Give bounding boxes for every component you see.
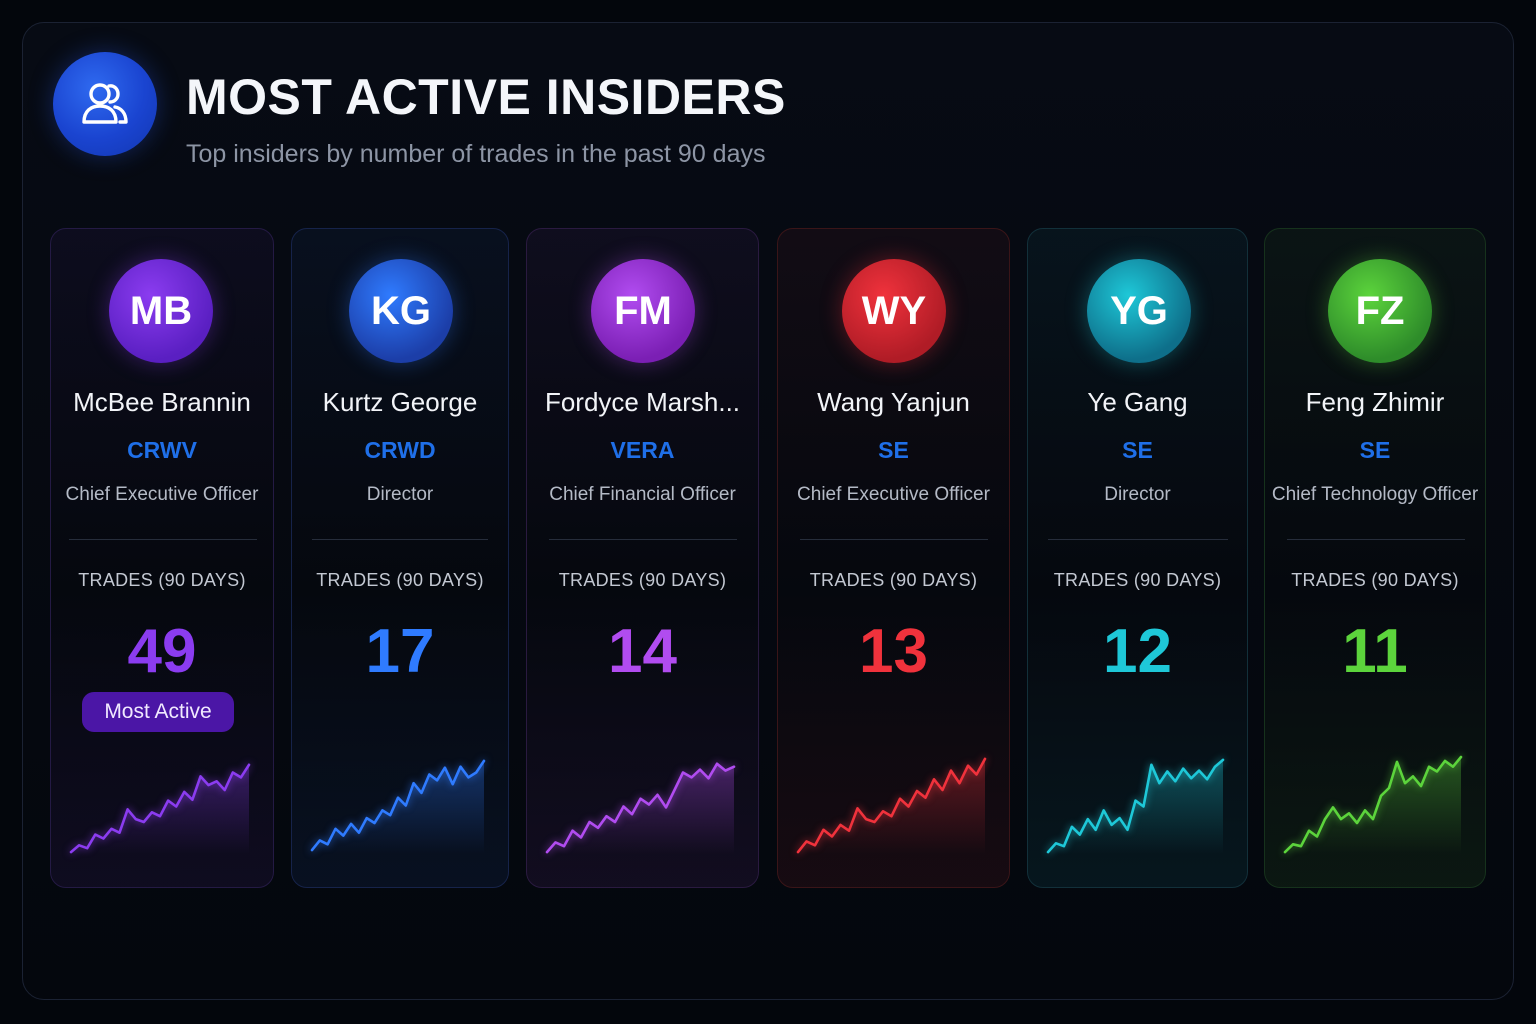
sparkline-area bbox=[547, 763, 734, 854]
insider-card[interactable]: WY Wang Yanjun SE Chief Executive Office… bbox=[777, 228, 1010, 888]
sparkline-line bbox=[69, 763, 251, 854]
insider-ticker[interactable]: CRWD bbox=[364, 437, 436, 463]
trades-count: 11 bbox=[1342, 617, 1408, 686]
sparkline-line bbox=[545, 762, 736, 854]
page-subtitle: Top insiders by number of trades in the … bbox=[186, 140, 766, 168]
insider-name: Feng Zhimir bbox=[1305, 387, 1445, 417]
insider-role: Chief Financial Officer bbox=[549, 484, 736, 505]
trades-label: TRADES (90 DAYS) bbox=[316, 570, 484, 590]
trades-label: TRADES (90 DAYS) bbox=[809, 570, 978, 590]
insider-ticker[interactable]: SE bbox=[1359, 437, 1391, 463]
avatar: WY bbox=[842, 259, 946, 363]
insider-name: Wang Yanjun bbox=[817, 387, 970, 417]
trades-label: TRADES (90 DAYS) bbox=[78, 570, 246, 590]
trend-sparkline bbox=[69, 763, 251, 854]
insider-role: Chief Technology Officer bbox=[1271, 484, 1479, 505]
divider bbox=[69, 539, 257, 540]
trades-count: 14 bbox=[608, 617, 677, 686]
sparkline-area bbox=[71, 764, 249, 854]
insider-ticker[interactable]: VERA bbox=[610, 437, 675, 463]
insider-ticker[interactable]: CRWV bbox=[127, 437, 197, 463]
insider-role: Director bbox=[366, 484, 434, 505]
insider-ticker[interactable]: SE bbox=[1122, 437, 1153, 463]
insider-card[interactable]: FM Fordyce Marsh... VERA Chief Financial… bbox=[526, 228, 759, 888]
sparkline-area bbox=[1048, 759, 1223, 854]
sparkline-line bbox=[310, 759, 486, 852]
trades-label: TRADES (90 DAYS) bbox=[1053, 570, 1222, 590]
sparkline-area bbox=[312, 760, 484, 854]
trend-sparkline bbox=[310, 759, 486, 854]
avatar: MB bbox=[109, 259, 213, 363]
trades-count: 17 bbox=[365, 617, 435, 686]
insider-role: Director bbox=[1104, 484, 1171, 505]
divider bbox=[1287, 539, 1465, 540]
avatar: FZ bbox=[1328, 259, 1432, 363]
insider-card[interactable]: YG Ye Gang SE Director TRADES (90 DAYS) … bbox=[1027, 228, 1248, 888]
trend-sparkline bbox=[1283, 755, 1463, 854]
insider-role: Chief Executive Officer bbox=[797, 484, 990, 505]
insider-ticker[interactable]: SE bbox=[878, 437, 909, 463]
insider-name: Kurtz George bbox=[322, 387, 478, 417]
insider-name: Fordyce Marsh... bbox=[544, 387, 741, 417]
trades-label: TRADES (90 DAYS) bbox=[1291, 570, 1459, 590]
sparkline-line bbox=[1283, 755, 1463, 854]
insider-name: Ye Gang bbox=[1087, 387, 1188, 417]
divider bbox=[1048, 539, 1228, 540]
page-title: MOST ACTIVE INSIDERS bbox=[186, 69, 786, 125]
trades-label: TRADES (90 DAYS) bbox=[558, 570, 727, 590]
trades-count: 12 bbox=[1103, 617, 1172, 686]
sparkline-area bbox=[798, 758, 985, 854]
insider-card[interactable]: FZ Feng Zhimir SE Chief Technology Offic… bbox=[1264, 228, 1486, 888]
divider bbox=[312, 539, 488, 540]
sparkline-line bbox=[796, 757, 987, 854]
insider-role: Chief Executive Officer bbox=[65, 484, 259, 505]
divider bbox=[549, 539, 737, 540]
trend-sparkline bbox=[1046, 758, 1225, 854]
trades-count: 13 bbox=[859, 617, 928, 686]
trades-count: 49 bbox=[127, 617, 197, 686]
trend-sparkline bbox=[545, 762, 736, 854]
avatar: YG bbox=[1087, 259, 1191, 363]
divider bbox=[800, 539, 988, 540]
insider-name: McBee Brannin bbox=[73, 387, 251, 417]
avatar: FM bbox=[591, 259, 695, 363]
insider-card[interactable]: MB McBee Brannin CRWV Chief Executive Of… bbox=[50, 228, 274, 888]
insider-card[interactable]: KG Kurtz George CRWD Director TRADES (90… bbox=[291, 228, 509, 888]
users-icon bbox=[53, 52, 157, 156]
sparkline-line bbox=[1046, 758, 1225, 854]
most-active-badge: Most Active bbox=[82, 692, 234, 732]
avatar: KG bbox=[349, 259, 453, 363]
trend-sparkline bbox=[796, 757, 987, 854]
